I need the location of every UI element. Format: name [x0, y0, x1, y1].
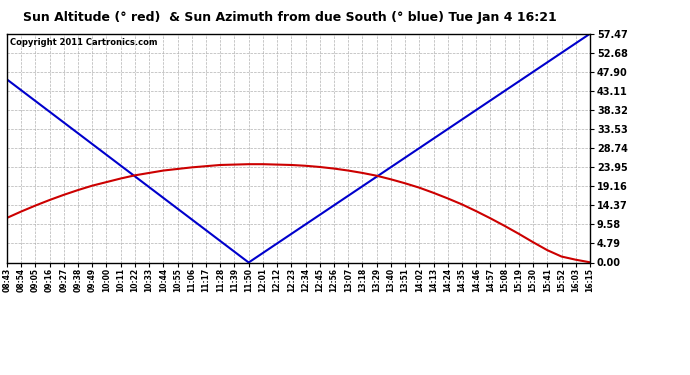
- Text: Sun Altitude (° red)  & Sun Azimuth from due South (° blue) Tue Jan 4 16:21: Sun Altitude (° red) & Sun Azimuth from …: [23, 11, 557, 24]
- Text: Copyright 2011 Cartronics.com: Copyright 2011 Cartronics.com: [10, 38, 157, 47]
